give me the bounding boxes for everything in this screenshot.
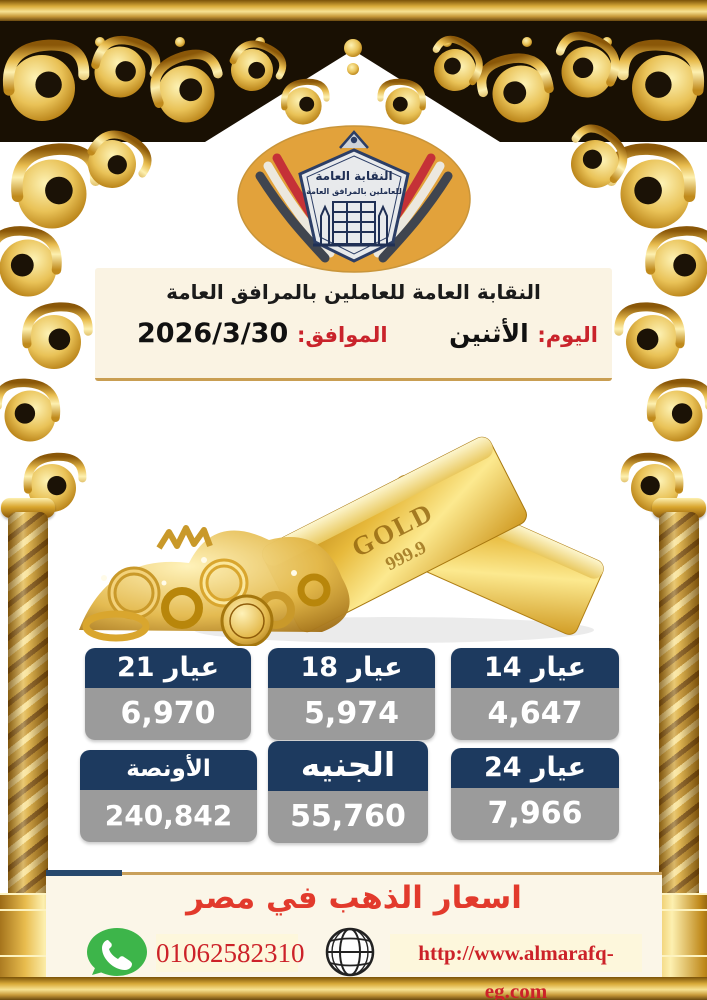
price-cell-karat24: عيار 24 7,966 <box>451 748 619 840</box>
date-label: الموافق: <box>296 323 388 347</box>
logo-building-icon <box>313 201 395 247</box>
price-cell-pound: الجنيه 55,760 <box>268 741 428 843</box>
logo-name-line2: للعاملين بالمرافق العامة <box>306 187 402 196</box>
globe-icon <box>325 927 375 977</box>
day-value: الأثنين <box>449 319 529 348</box>
rope-column-right <box>659 512 699 907</box>
date-row: اليوم: الأثنين الموافق: 2026/3/30 <box>95 304 612 349</box>
frame-bottom-bar <box>0 977 707 1000</box>
price-value: 7,966 <box>451 788 619 840</box>
frame-top-bar <box>0 0 707 21</box>
rope-column-left <box>8 512 48 907</box>
price-label: الأونصة <box>80 750 257 790</box>
price-label: عيار 21 <box>85 648 251 688</box>
logo-name-line1: النقابة العامة <box>315 169 392 183</box>
gold-bars-illustration: GOLD 999.9 <box>79 436 604 646</box>
date-group: الموافق: 2026/3/30 <box>137 318 388 349</box>
whatsapp-icon[interactable] <box>84 927 148 981</box>
price-value: 240,842 <box>80 790 257 842</box>
footer-title: اسعار الذهب في مصر <box>186 880 522 916</box>
price-value: 5,974 <box>268 688 435 740</box>
price-cell-karat21: عيار 21 6,970 <box>85 648 251 740</box>
jewelry-pile <box>79 525 350 646</box>
separator-tan <box>122 872 662 875</box>
price-cell-ounce: الأونصة 240,842 <box>80 750 257 842</box>
price-cell-karat14: عيار 14 4,647 <box>451 648 619 740</box>
date-value: 2026/3/30 <box>137 318 289 349</box>
union-logo: النقابة العامة للعاملين بالمرافق العامة <box>237 125 471 273</box>
price-cell-karat18: عيار 18 5,974 <box>268 648 435 740</box>
header-card: النقابة العامة للعاملين بالمرافق العامة … <box>95 268 612 381</box>
price-label: عيار 24 <box>451 748 619 788</box>
price-value: 4,647 <box>451 688 619 740</box>
logo-shield <box>298 148 410 263</box>
day-group: اليوم: الأثنين <box>449 319 598 348</box>
price-label: الجنيه <box>268 741 428 791</box>
price-value: 6,970 <box>85 688 251 740</box>
org-title: النقابة العامة للعاملين بالمرافق العامة <box>166 280 541 304</box>
price-label: عيار 18 <box>268 648 435 688</box>
separator-navy <box>46 870 122 876</box>
price-label: عيار 14 <box>451 648 619 688</box>
price-value: 55,760 <box>268 791 428 843</box>
website-url[interactable]: http://www.almarafq-eg.com <box>390 934 642 1000</box>
day-label: اليوم: <box>537 323 598 347</box>
phone-number[interactable]: 01062582310 <box>156 934 305 972</box>
